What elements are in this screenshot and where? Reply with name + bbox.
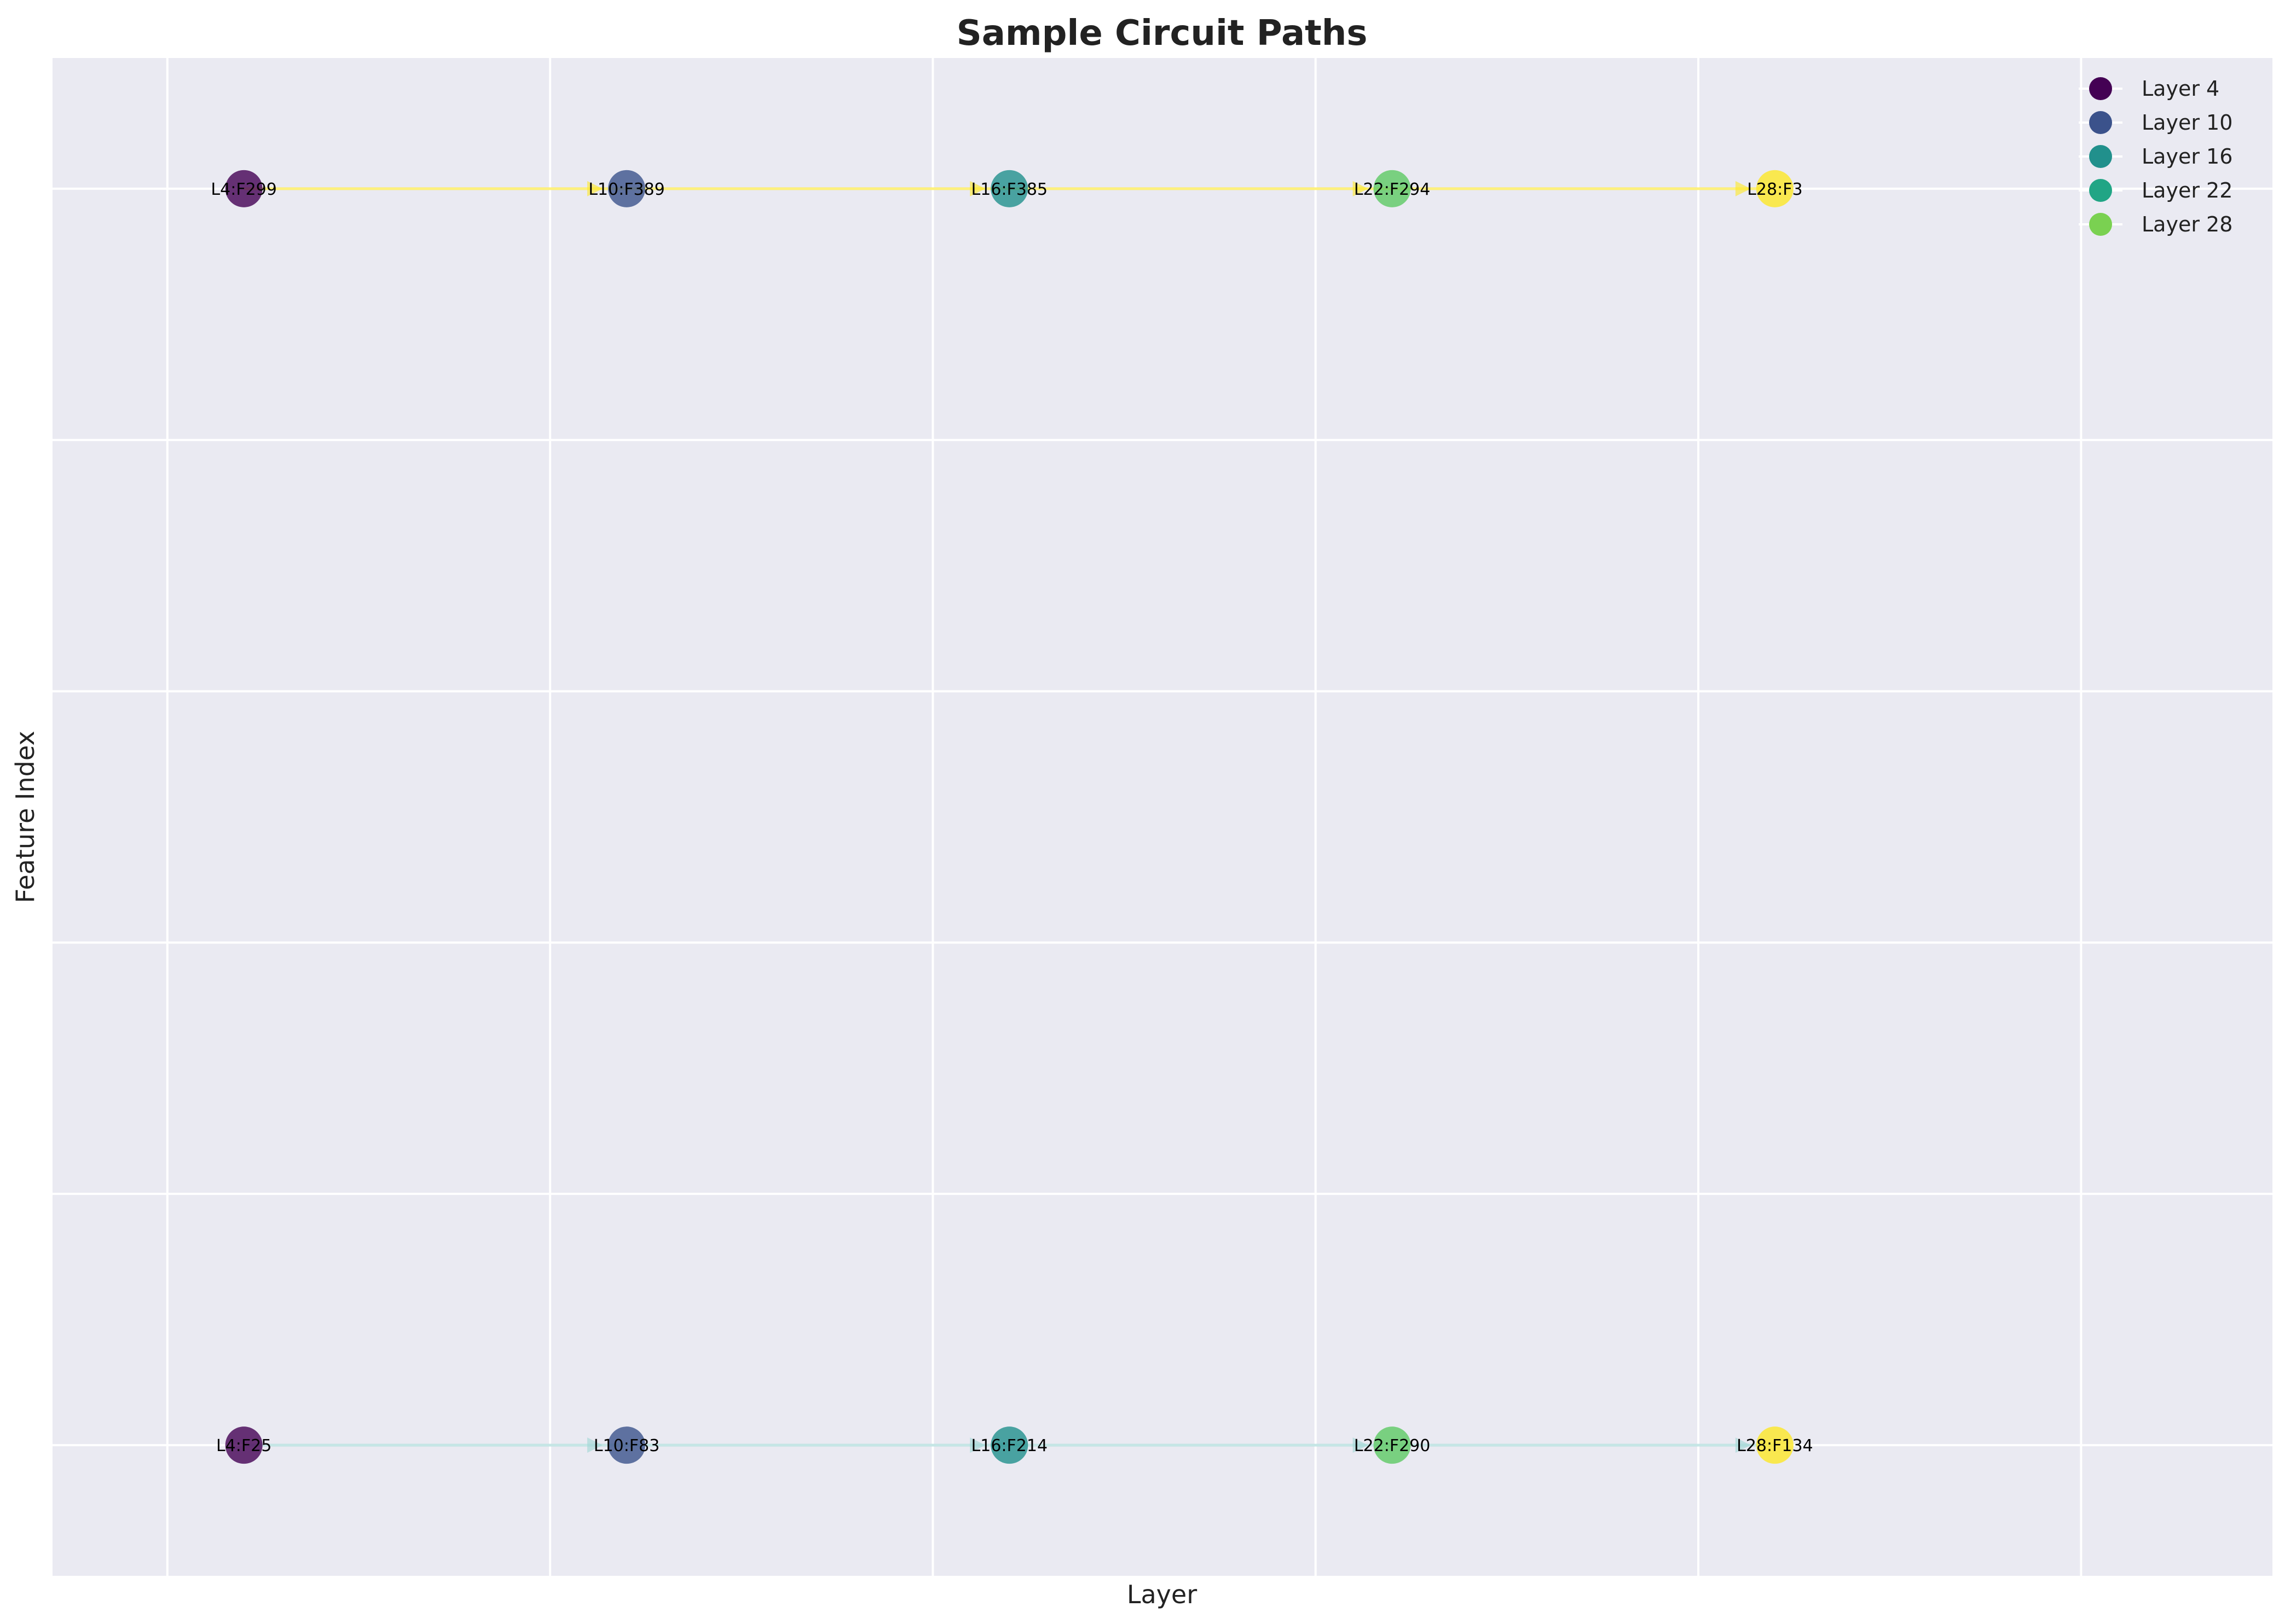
feature-node (608, 170, 645, 207)
node-label: L22:F290 (1354, 1436, 1431, 1455)
node-label: L28:F3 (1747, 180, 1802, 199)
legend-entry: Layer 28 (2142, 212, 2232, 236)
feature-node (225, 1426, 263, 1464)
edge-arrowhead (1735, 181, 1751, 196)
x-axis-label: Layer (1127, 1580, 1197, 1609)
feature-node (1756, 170, 1794, 207)
edge-arrowhead (587, 181, 603, 196)
legend-marker (2089, 213, 2112, 236)
node-label: L4:F299 (211, 180, 276, 199)
feature-nodes (225, 170, 1794, 1464)
y-axis-label: Feature Index (10, 730, 40, 903)
legend-entry: Layer 10 (2142, 111, 2232, 135)
legend-marker (2089, 179, 2112, 202)
feature-node (1373, 170, 1411, 207)
legend-marker (2089, 145, 2112, 168)
legend-marker (2089, 77, 2112, 100)
legend-entry: Layer 4 (2142, 77, 2219, 101)
node-label: L4:F25 (216, 1436, 271, 1455)
plot-area (53, 58, 2272, 1576)
node-label: L10:F389 (588, 180, 665, 199)
node-label: L22:F294 (1354, 180, 1431, 199)
feature-node (991, 170, 1028, 207)
node-label: L10:F83 (594, 1436, 660, 1455)
feature-node (1756, 1426, 1794, 1464)
edge-arrowhead (1352, 181, 1368, 196)
node-label: L16:F385 (971, 180, 1048, 199)
node-labels: L4:F299 L10:F389 L16:F385 L22:F294 L28:F3 L4:… (211, 180, 1813, 1455)
legend-entry: Layer 16 (2142, 144, 2232, 169)
feature-node (1373, 1426, 1411, 1464)
edge-arrowhead (1352, 1437, 1368, 1453)
legend: Layer 4 Layer 10 Layer 16 Layer 22 Layer 28 (2079, 77, 2232, 236)
legend-entry: Layer 22 (2142, 178, 2232, 202)
feature-node (991, 1426, 1028, 1464)
edge-arrowhead (970, 181, 986, 196)
chart-title: Sample Circuit Paths (957, 13, 1368, 54)
path-edges (244, 181, 1775, 1453)
legend-marker (2089, 111, 2112, 134)
node-label: L28:F134 (1737, 1436, 1813, 1455)
edge-arrowhead (1735, 1437, 1751, 1453)
feature-node (608, 1426, 645, 1464)
feature-node (225, 170, 263, 207)
node-label: L16:F214 (971, 1436, 1048, 1455)
edge-arrowhead (587, 1437, 603, 1453)
edge-arrowhead (970, 1437, 986, 1453)
